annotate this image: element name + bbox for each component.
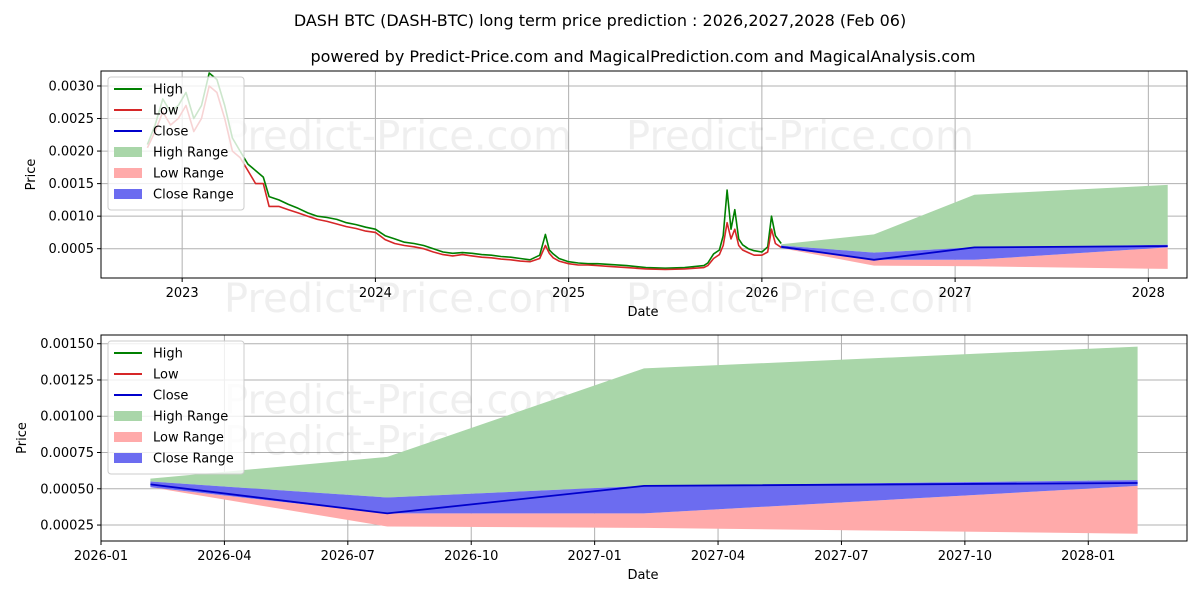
legend-high-range-swatch xyxy=(114,147,142,157)
legend-high-label: High xyxy=(153,83,183,98)
x-axis-title: Date xyxy=(627,568,658,583)
y-tick-label: 0.00025 xyxy=(40,519,94,534)
legend-close-label: Close xyxy=(153,125,188,140)
legend-close-range-label: Close Range xyxy=(153,452,234,467)
high-range-band xyxy=(781,184,1168,253)
plot-frame xyxy=(100,334,1188,542)
legend-low-range-swatch xyxy=(114,432,142,442)
y-tick-label: 0.0005 xyxy=(49,242,95,257)
legend-low-label: Low xyxy=(153,368,179,383)
legend-high-range-swatch xyxy=(114,411,142,421)
y-tick-label: 0.0020 xyxy=(49,145,95,160)
y-tick-label: 0.00125 xyxy=(40,373,94,388)
plot-frame xyxy=(100,70,1188,279)
y-axis-title: Price xyxy=(24,159,39,191)
x-tick-label: 2026-04 xyxy=(197,549,251,564)
x-tick-label: 2026-10 xyxy=(444,549,498,564)
y-tick-label: 0.00100 xyxy=(40,410,94,425)
close-forecast-line xyxy=(150,482,1138,515)
y-tick-label: 0.00150 xyxy=(40,337,94,352)
legend-low-range-label: Low Range xyxy=(153,167,224,182)
y-tick-label: 0.0015 xyxy=(49,177,95,192)
legend-close-label: Close xyxy=(153,389,188,404)
close-range-band xyxy=(150,480,1138,514)
low-range-band xyxy=(150,485,1138,534)
legend-close-range-swatch xyxy=(114,453,142,463)
watermark-text: Predict-Price.com xyxy=(626,114,974,160)
y-tick-label: 0.00075 xyxy=(40,446,94,461)
low-range-band xyxy=(781,247,1168,269)
x-tick-label: 2024 xyxy=(359,286,392,301)
x-tick-label: 2027-10 xyxy=(938,549,992,564)
chart-title: DASH BTC (DASH-BTC) long term price pred… xyxy=(294,11,906,30)
x-tick-label: 2028-01 xyxy=(1061,549,1115,564)
watermark-text: Predict-Price.com xyxy=(224,114,572,160)
x-tick-label: 2027-07 xyxy=(814,549,868,564)
legend-low-range-label: Low Range xyxy=(153,431,224,446)
x-tick-label: 2023 xyxy=(166,286,199,301)
x-tick-label: 2026-07 xyxy=(321,549,375,564)
top-panel: Predict-Price.com Predict-Price.com Predic… xyxy=(24,70,1188,322)
x-tick-label: 2025 xyxy=(552,286,585,301)
x-tick-label: 2027-04 xyxy=(691,549,745,564)
x-tick-label: 2026-01 xyxy=(74,549,128,564)
y-tick-label: 0.0030 xyxy=(49,79,95,94)
y-axis-title: Price xyxy=(15,422,30,454)
bottom-panel: Predict-Price.comPredict-Price.comPredic… xyxy=(15,334,1188,583)
high-range-band xyxy=(150,346,1138,498)
legend-high-label: High xyxy=(153,347,183,362)
legend-low-label: Low xyxy=(153,104,179,119)
legend-close-range-swatch xyxy=(114,189,142,199)
y-tick-label: 0.00050 xyxy=(40,482,94,497)
legend-close-range-label: Close Range xyxy=(153,188,234,203)
chart-subtitle: powered by Predict-Price.com and Magical… xyxy=(310,47,975,66)
watermark-text: Predict-Price.com xyxy=(224,276,572,322)
y-tick-label: 0.0010 xyxy=(49,210,95,225)
legend-high-range-label: High Range xyxy=(153,410,228,425)
legend-high-range-label: High Range xyxy=(153,146,228,161)
x-tick-label: 2026 xyxy=(745,286,778,301)
legend-low-range-swatch xyxy=(114,168,142,178)
close-range-band xyxy=(781,244,1168,260)
close-forecast-line xyxy=(781,245,1168,261)
x-tick-label: 2027-01 xyxy=(567,549,621,564)
x-axis-title: Date xyxy=(627,305,658,320)
x-tick-label: 2028 xyxy=(1132,286,1165,301)
y-tick-label: 0.0025 xyxy=(49,112,95,127)
x-tick-label: 2027 xyxy=(939,286,972,301)
watermark-text: Predict-Price.com xyxy=(626,276,974,322)
